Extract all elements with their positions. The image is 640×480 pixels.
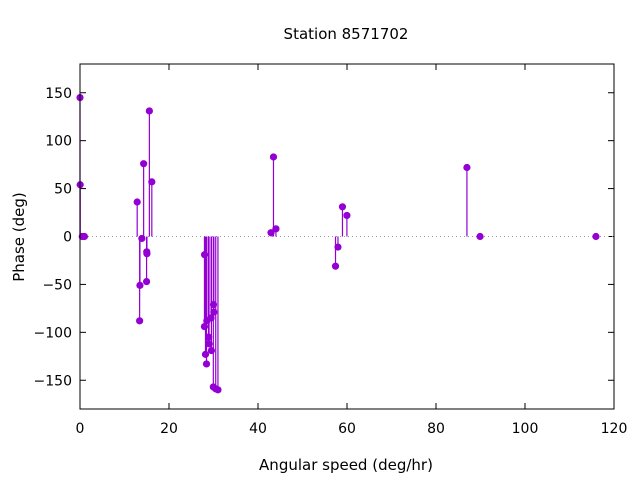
data-point	[138, 234, 146, 243]
x-tick-label: 80	[427, 421, 445, 437]
chart-title: Station 8571702	[284, 25, 409, 43]
x-tick-label: 100	[512, 421, 539, 437]
data-point	[334, 243, 342, 251]
data-point	[148, 178, 156, 186]
point-series	[76, 93, 600, 394]
y-tick-label: 150	[45, 86, 72, 102]
x-tick-label: 0	[76, 421, 85, 437]
data-point	[214, 386, 222, 394]
data-point	[133, 198, 141, 206]
x-tick-label: 120	[601, 421, 628, 437]
data-point	[267, 229, 275, 237]
data-point	[80, 232, 89, 241]
data-point	[209, 300, 218, 309]
y-tick-label: −50	[42, 277, 72, 293]
data-point	[476, 232, 484, 241]
y-tick-label: −100	[34, 325, 72, 341]
data-point	[272, 225, 280, 233]
y-tick-label: 0	[63, 230, 72, 246]
data-point	[269, 153, 278, 161]
data-point	[142, 277, 151, 286]
x-tick-label: 40	[249, 421, 267, 437]
x-axis-ticks: 0 20 40 60 80 100 120	[76, 64, 628, 437]
data-point	[201, 251, 209, 259]
data-point	[207, 314, 215, 322]
data-point	[136, 317, 144, 325]
y-tick-label: −150	[34, 373, 72, 389]
data-point	[207, 346, 216, 355]
data-point	[343, 211, 351, 220]
data-point	[145, 107, 153, 115]
y-tick-label: 50	[54, 182, 72, 198]
data-point	[143, 250, 151, 258]
data-point	[592, 232, 600, 241]
data-point	[338, 203, 347, 211]
y-axis-label: Phase (deg)	[10, 192, 28, 282]
data-point	[136, 281, 144, 289]
data-point	[205, 333, 213, 341]
y-tick-label: 100	[45, 134, 72, 150]
x-tick-label: 20	[160, 421, 178, 437]
data-point	[201, 350, 210, 358]
x-axis-label: Angular speed (deg/hr)	[259, 456, 433, 474]
data-point	[205, 340, 213, 348]
x-tick-label: 60	[338, 421, 356, 437]
plot-frame	[79, 63, 615, 410]
data-point	[140, 160, 148, 168]
data-point	[202, 360, 211, 368]
data-point	[200, 322, 209, 331]
y-axis-ticks: −150 −100 −50 0 50 100 150	[34, 86, 614, 389]
data-point	[331, 262, 340, 270]
data-point	[463, 163, 471, 172]
data-point	[210, 308, 218, 316]
